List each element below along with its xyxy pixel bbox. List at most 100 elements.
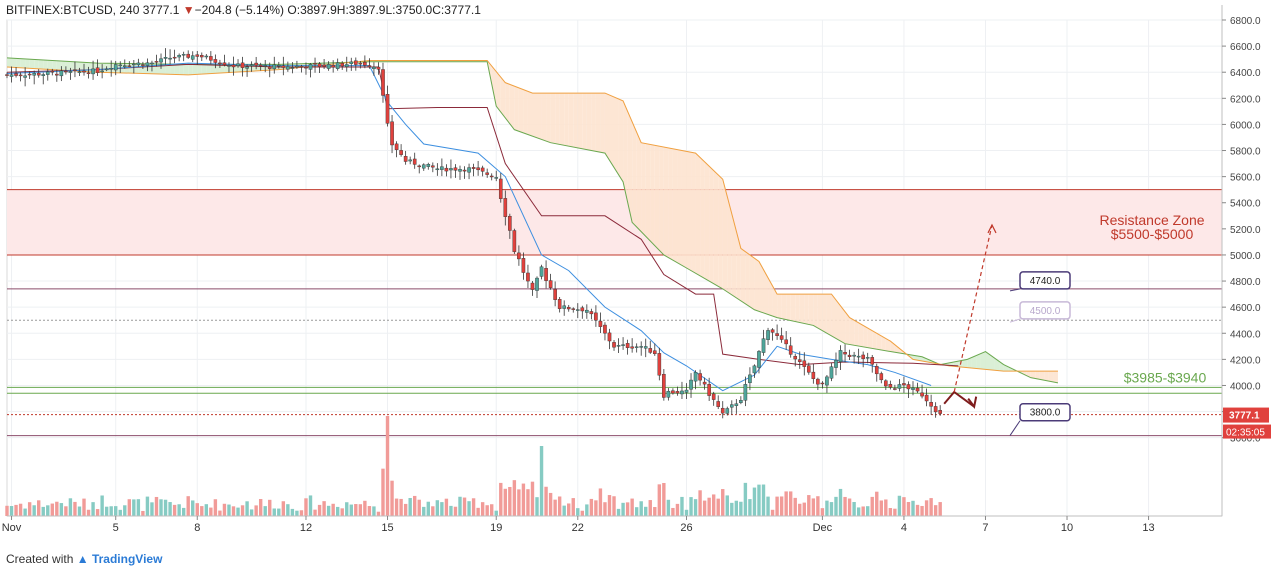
volume-bar	[277, 508, 281, 516]
candle-body	[666, 390, 671, 398]
cloud-segment	[650, 144, 655, 246]
candle-body	[856, 355, 861, 358]
candle-body	[639, 346, 643, 348]
volume-bar	[490, 504, 494, 516]
cloud-segment	[188, 64, 193, 75]
cloud-segment	[863, 325, 868, 348]
grid	[6, 19, 1223, 517]
cloud-segment	[79, 62, 85, 72]
cloud-segment	[885, 338, 891, 352]
candle-body	[331, 65, 335, 68]
cloud-segment	[772, 285, 778, 318]
candle-body	[480, 167, 485, 172]
footer-branding[interactable]: Created with ▲ TradingView	[6, 552, 162, 566]
time-axis[interactable]: Nov 5 8 12 15 19 22 26 Dec 4 7 10 13	[2, 515, 1222, 534]
volume-bar	[775, 496, 779, 516]
time-tick-label: 10	[1061, 522, 1073, 534]
candle-body	[734, 403, 739, 406]
candle-body	[367, 65, 372, 68]
candle-body	[426, 164, 431, 167]
volume-bar	[358, 504, 363, 516]
price-change-value: −204.8 (−5.14%)	[194, 3, 285, 17]
resistance-zone-range: $5500-$5000	[1111, 226, 1194, 242]
volume-bar	[313, 509, 317, 516]
candle-body	[902, 383, 906, 386]
candle-body	[893, 388, 897, 390]
bullish-arrowhead	[987, 223, 997, 234]
candle-body	[766, 330, 770, 340]
candle-body	[435, 168, 440, 171]
candle-body	[421, 164, 426, 169]
volume-bar	[23, 508, 27, 516]
volume-bar	[571, 498, 575, 516]
price-tick-label: 6400.0	[1230, 68, 1261, 79]
volume-bar	[875, 491, 879, 516]
volume-bar	[349, 504, 353, 516]
cloud-segment	[754, 258, 759, 312]
price-label-4500[interactable]: 4500.0	[1019, 301, 1071, 320]
bearish-arrowhead	[967, 396, 978, 410]
cloud-segment	[577, 93, 583, 149]
time-tick-label: 5	[113, 522, 119, 534]
candle-body	[938, 410, 942, 414]
volume-bar	[517, 489, 521, 516]
price-label-4740[interactable]: 4740.0	[1019, 271, 1071, 290]
cloud-segment	[691, 152, 696, 274]
cloud-segment	[736, 231, 741, 301]
cloud-segment	[52, 60, 57, 70]
candle-body	[127, 65, 132, 67]
candle-body	[598, 320, 603, 327]
cloud-segment	[161, 63, 166, 75]
cloud-segment	[817, 294, 823, 331]
candle-body	[403, 156, 408, 162]
price-label-3800[interactable]: 3800.0	[1019, 402, 1071, 422]
volume-bar	[281, 501, 286, 516]
volume-bar	[530, 481, 535, 516]
volume-bar	[317, 504, 322, 516]
symbol-label[interactable]: BITFINEX:BTCUSD, 240	[6, 3, 140, 17]
price-tick-label: 4400.0	[1230, 329, 1261, 340]
cloud-segment	[835, 299, 841, 342]
candle-body	[91, 68, 95, 75]
volume-bar	[535, 497, 539, 516]
volume-bar	[924, 500, 929, 516]
cloud-segment	[645, 143, 651, 241]
cloud-segment	[749, 254, 755, 310]
candle-body	[68, 71, 73, 73]
cloud-segment	[7, 57, 12, 68]
volume-bar	[662, 482, 666, 516]
volume-bar	[27, 502, 32, 516]
candle-body	[557, 299, 562, 309]
candle-body	[571, 308, 576, 310]
volume-bar	[476, 507, 480, 516]
volume-bar	[920, 505, 924, 516]
volume-bar	[136, 499, 141, 516]
candle-body	[802, 360, 807, 367]
candle-body	[512, 230, 517, 252]
candle-body	[634, 346, 639, 348]
volume-bar	[915, 504, 920, 516]
time-tick-label: 12	[300, 522, 312, 534]
cloud-segment	[537, 93, 542, 140]
candle-body	[390, 121, 394, 146]
candle-body	[861, 354, 865, 360]
candle-body	[36, 72, 41, 76]
price-label-4500-text: 4500.0	[1030, 306, 1061, 317]
candle-body	[23, 75, 27, 78]
volume-bar	[893, 508, 897, 516]
candle-body	[177, 54, 181, 58]
cloud-segment	[514, 86, 519, 132]
cloud-segment	[34, 59, 39, 69]
cloud-segment	[668, 147, 673, 261]
price-axis[interactable]: 6800.0 6600.0 6400.0 6200.0 6000.0 5800.0 5600…	[1221, 5, 1271, 516]
candle-body	[816, 378, 820, 385]
volume-bar	[793, 497, 797, 516]
volume-bar	[426, 501, 430, 516]
volume-bar	[354, 504, 358, 516]
cloud-segment	[170, 64, 175, 75]
volume-bar	[739, 501, 743, 516]
candle-body	[267, 66, 272, 69]
volume-bar	[634, 507, 639, 516]
volume-bar	[834, 496, 838, 516]
